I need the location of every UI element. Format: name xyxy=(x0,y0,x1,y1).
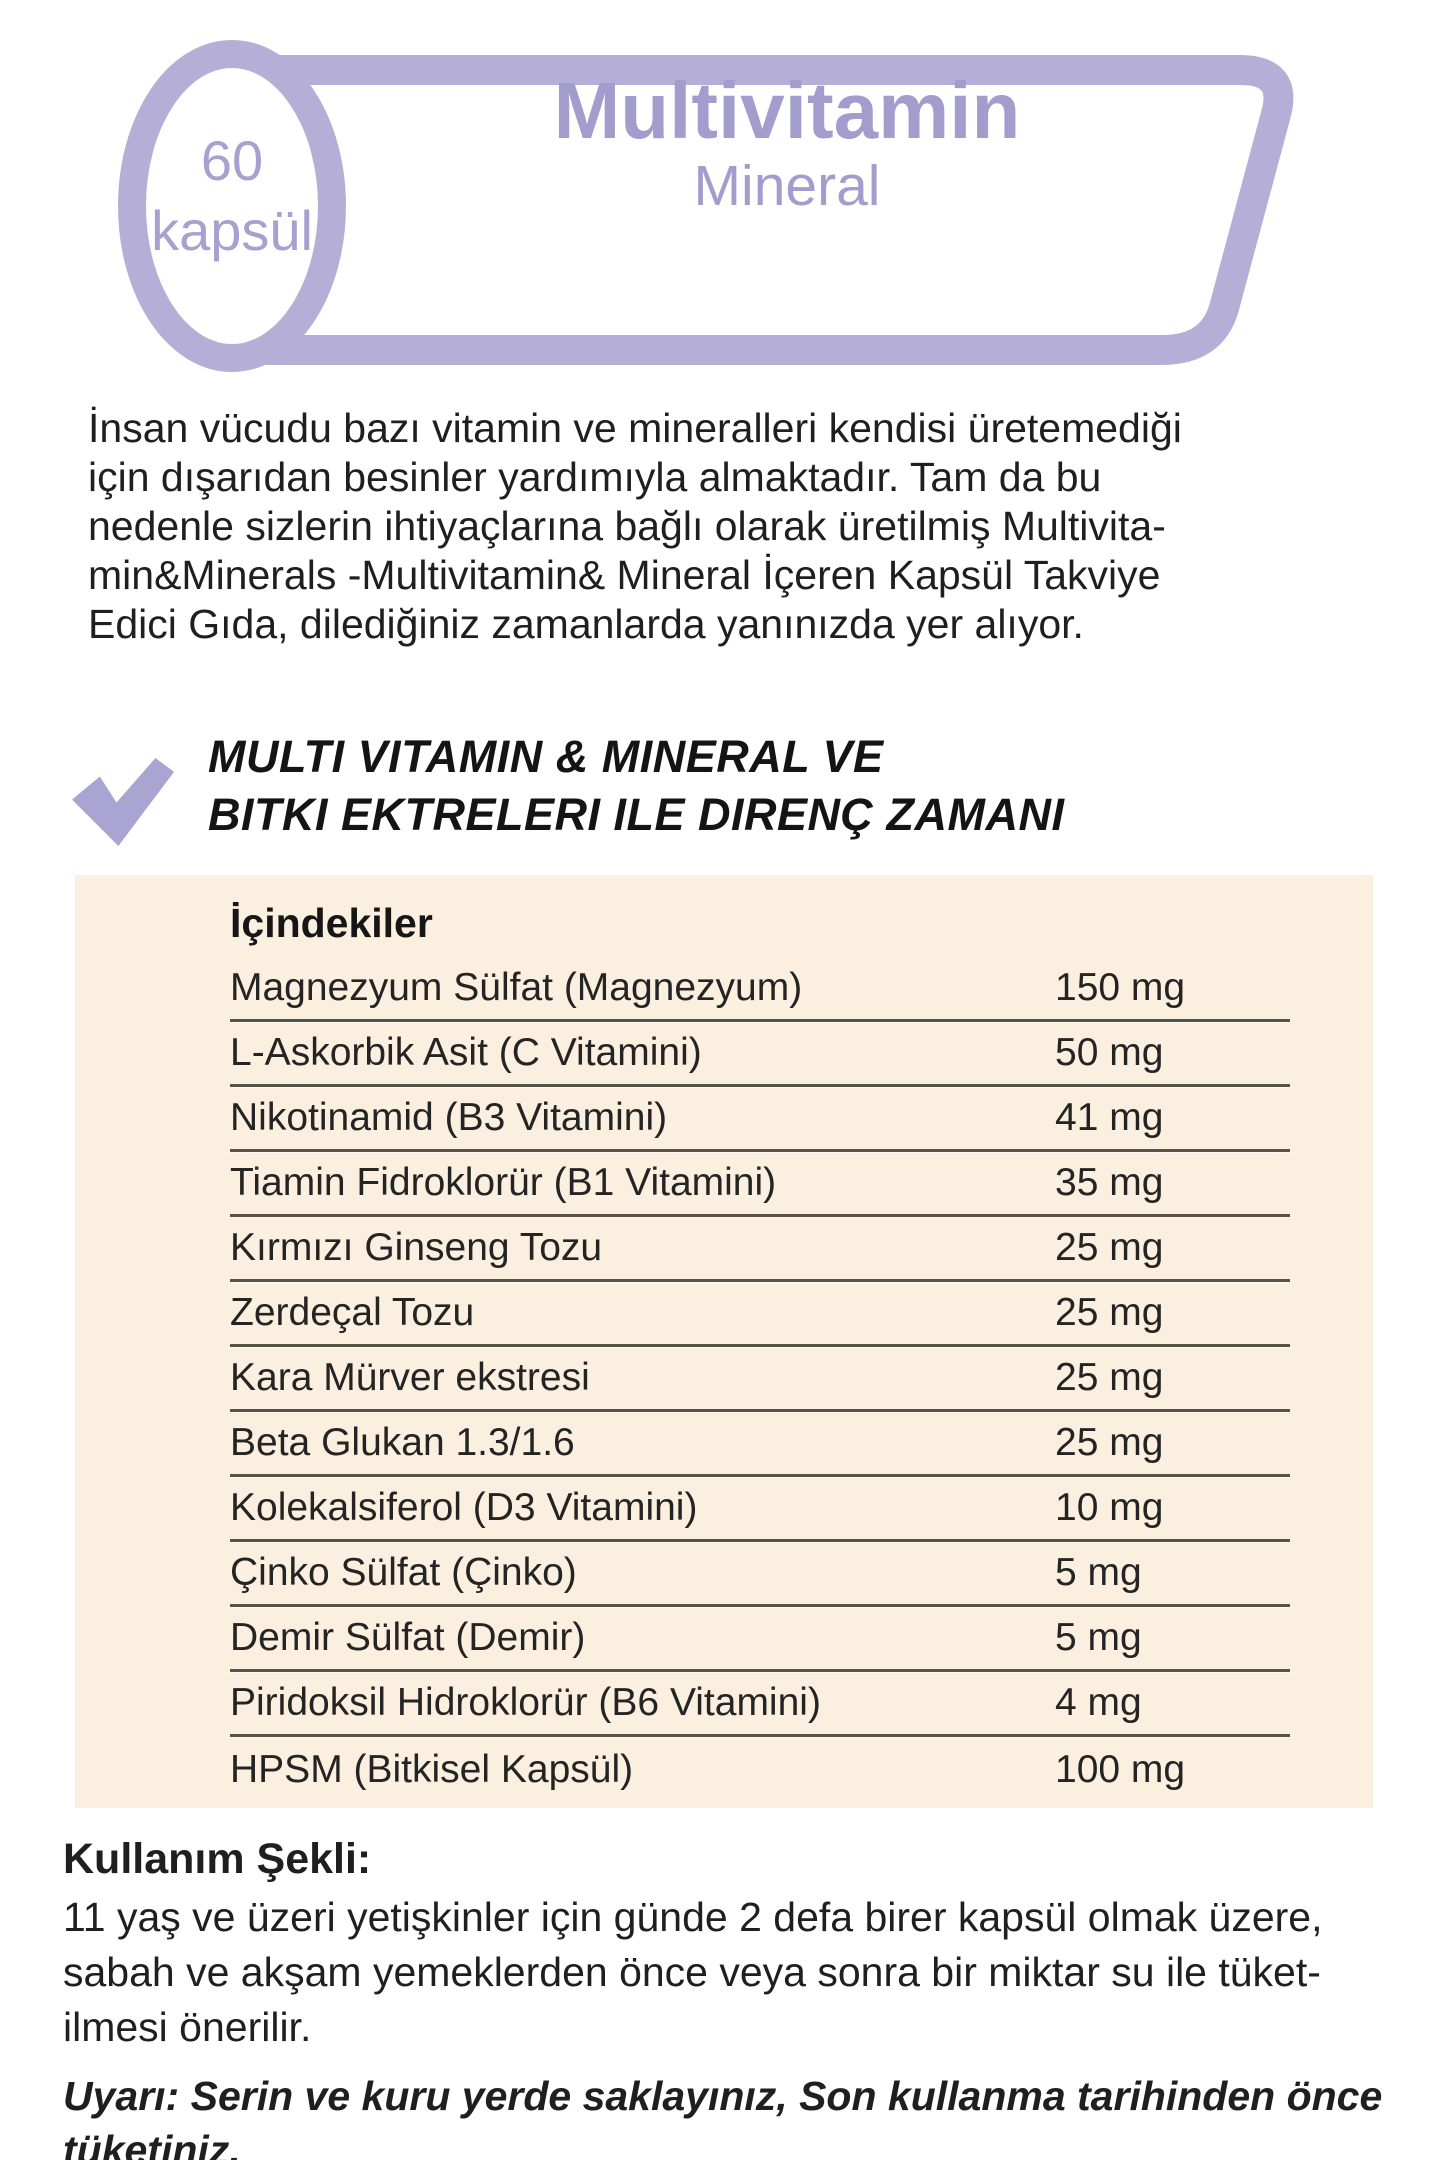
ingredient-amount: 25 mg xyxy=(1055,1356,1164,1399)
ingredient-name: Beta Glukan 1.3/1.6 xyxy=(230,1421,575,1464)
table-row: Nikotinamid (B3 Vitamini) 41 mg xyxy=(230,1087,1290,1152)
intro-line: nedenle sizlerin ihtiyaçlarına bağlı ola… xyxy=(88,503,1166,549)
ingredient-name: Zerdeçal Tozu xyxy=(230,1291,475,1334)
table-row: Kara Mürver ekstresi 25 mg xyxy=(230,1347,1290,1412)
ingredient-amount: 150 mg xyxy=(1055,966,1186,1009)
ingredient-name: HPSM (Bitkisel Kapsül) xyxy=(230,1747,634,1791)
usage-line: 11 yaş ve üzeri yetişkinler için günde 2… xyxy=(63,1894,1323,1940)
ingredient-name: Kırmızı Ginseng Tozu xyxy=(230,1226,603,1269)
ingredient-amount: 5 mg xyxy=(1055,1551,1142,1594)
product-subtitle: Mineral xyxy=(693,154,881,218)
usage-section: Kullanım Şekli: 11 yaş ve üzeri yetişkin… xyxy=(63,1832,1393,2160)
banner-outline-shape xyxy=(118,40,1294,372)
warning-line: tüketiniz. xyxy=(63,2127,241,2160)
table-row: L-Askorbik Asit (C Vitamini) 50 mg xyxy=(230,1022,1290,1087)
table-row: HPSM (Bitkisel Kapsül) 100 mg xyxy=(230,1737,1290,1802)
intro-line: min&Minerals -Multivitamin& Mineral İçer… xyxy=(88,552,1161,598)
ingredient-name: L-Askorbik Asit (C Vitamini) xyxy=(230,1031,702,1074)
table-row: Magnezyum Sülfat (Magnezyum) 150 mg xyxy=(230,957,1290,1022)
ingredients-panel: İçindekiler Magnezyum Sülfat (Magnezyum)… xyxy=(75,875,1373,1808)
table-row: Çinko Sülfat (Çinko) 5 mg xyxy=(230,1542,1290,1607)
product-title: Multivitamin xyxy=(553,66,1021,155)
feature-heading-line-2: BITKI EKTRELERI ILE DIRENÇ ZAMANI xyxy=(208,789,1065,840)
usage-line: ilmesi önerilir. xyxy=(63,2004,312,2050)
ingredient-amount: 35 mg xyxy=(1055,1161,1164,1204)
ingredient-amount: 41 mg xyxy=(1055,1096,1164,1139)
table-row: Beta Glukan 1.3/1.6 25 mg xyxy=(230,1412,1290,1477)
warning-line: Uyarı: Serin ve kuru yerde saklayınız, S… xyxy=(63,2073,1383,2119)
intro-line: İnsan vücudu bazı vitamin ve mineralleri… xyxy=(88,405,1182,451)
table-row: Zerdeçal Tozu 25 mg xyxy=(230,1282,1290,1347)
usage-line: sabah ve akşam yemeklerden önce veya son… xyxy=(63,1949,1321,1995)
ingredient-amount: 50 mg xyxy=(1055,1031,1164,1074)
table-row: Kırmızı Ginseng Tozu 25 mg xyxy=(230,1217,1290,1282)
ingredient-name: Demir Sülfat (Demir) xyxy=(230,1616,586,1659)
capsule-unit: kapsül xyxy=(151,199,313,262)
ingredient-name: Tiamin Fidroklorür (B1 Vitamini) xyxy=(230,1161,777,1204)
feature-heading-block: MULTI VITAMIN & MINERAL VE BITKI EKTRELE… xyxy=(72,728,1065,850)
usage-heading: Kullanım Şekli: xyxy=(63,1835,372,1883)
ingredients-table: Magnezyum Sülfat (Magnezyum) 150 mg L-As… xyxy=(230,957,1290,1802)
ingredient-name: Magnezyum Sülfat (Magnezyum) xyxy=(230,966,803,1009)
table-row: Tiamin Fidroklorür (B1 Vitamini) 35 mg xyxy=(230,1152,1290,1217)
capsule-count: 60 xyxy=(200,129,264,192)
ingredient-amount: 100 mg xyxy=(1055,1747,1186,1791)
ingredient-name: Kolekalsiferol (D3 Vitamini) xyxy=(230,1486,698,1529)
table-row: Piridoksil Hidroklorür (B6 Vitamini) 4 m… xyxy=(230,1672,1290,1737)
intro-paragraph: İnsan vücudu bazı vitamin ve mineralleri… xyxy=(88,404,1388,649)
ingredients-heading: İçindekiler xyxy=(230,900,433,946)
intro-line: için dışarıdan besinler yardımıyla almak… xyxy=(88,454,1102,500)
ingredient-name: Nikotinamid (B3 Vitamini) xyxy=(230,1096,668,1139)
checkmark-icon xyxy=(72,757,174,847)
ingredient-amount: 25 mg xyxy=(1055,1226,1164,1269)
banner: 60 kapsül Multivitamin Mineral xyxy=(0,0,1440,430)
ingredient-name: Kara Mürver ekstresi xyxy=(230,1356,590,1399)
ingredient-amount: 10 mg xyxy=(1055,1486,1164,1529)
ingredient-amount: 25 mg xyxy=(1055,1421,1164,1464)
ingredient-amount: 25 mg xyxy=(1055,1291,1164,1334)
feature-heading: MULTI VITAMIN & MINERAL VE BITKI EKTRELE… xyxy=(208,728,1065,850)
warning-block: Uyarı: Serin ve kuru yerde saklayınız, S… xyxy=(63,2069,1393,2160)
feature-heading-line-1: MULTI VITAMIN & MINERAL VE xyxy=(208,731,884,782)
ingredient-name: Piridoksil Hidroklorür (B6 Vitamini) xyxy=(230,1681,821,1724)
ingredient-amount: 4 mg xyxy=(1055,1681,1142,1724)
table-row: Demir Sülfat (Demir) 5 mg xyxy=(230,1607,1290,1672)
table-row: Kolekalsiferol (D3 Vitamini) 10 mg xyxy=(230,1477,1290,1542)
ingredient-amount: 5 mg xyxy=(1055,1616,1142,1659)
capsule-circle xyxy=(118,40,346,372)
intro-line: Edici Gıda, dilediğiniz zamanlarda yanın… xyxy=(88,601,1084,647)
ingredient-name: Çinko Sülfat (Çinko) xyxy=(230,1551,577,1594)
